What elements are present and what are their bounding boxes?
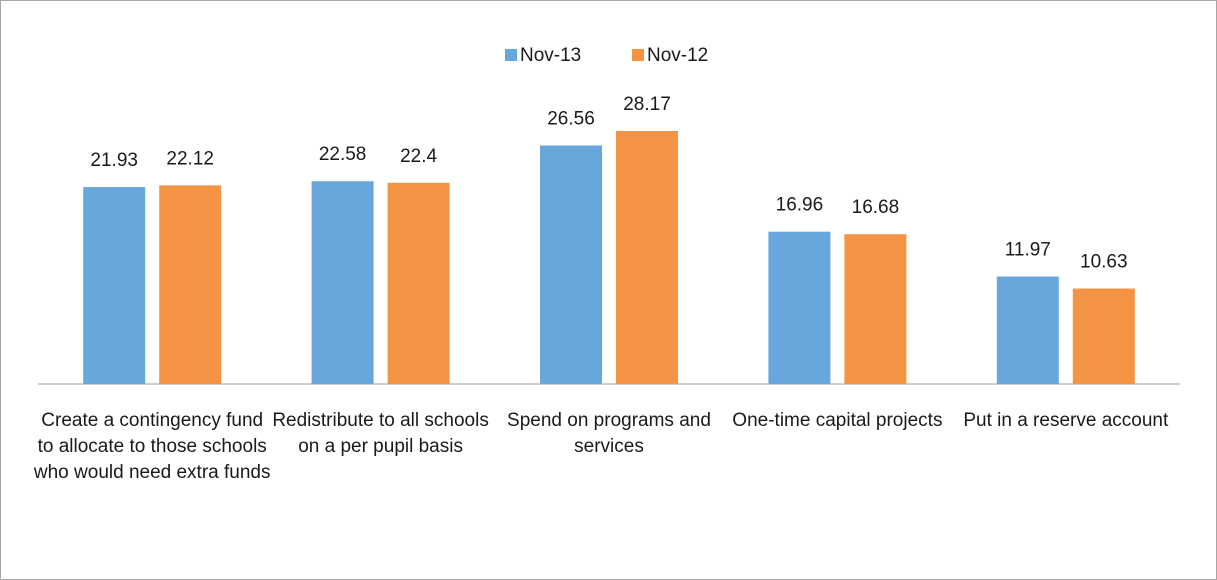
bar: [616, 131, 678, 384]
value-label: 22.4: [400, 146, 437, 167]
value-label: 10.63: [1080, 252, 1128, 273]
bar: [844, 234, 907, 384]
bar: [1072, 288, 1135, 384]
value-label: 22.12: [166, 148, 214, 169]
x-tick-label: Put in a reserve account: [963, 410, 1169, 431]
bar: [159, 185, 222, 384]
value-label: 22.58: [319, 144, 367, 165]
x-tick-label: Create a contingency fund to allocate to…: [33, 410, 271, 483]
legend-swatch: [505, 49, 517, 61]
value-label: 21.93: [90, 150, 138, 171]
value-label: 16.68: [852, 197, 900, 218]
bar: [768, 231, 831, 384]
value-label: 28.17: [623, 94, 671, 115]
bar: [311, 181, 374, 384]
x-tick-label: Spend on programs and services: [507, 410, 711, 457]
value-label: 11.97: [1005, 240, 1051, 261]
legend-label: Nov-13: [520, 45, 581, 66]
bar: [83, 187, 146, 384]
legend-swatch: [632, 49, 644, 61]
value-label: 16.96: [776, 195, 824, 216]
bar: [996, 276, 1059, 384]
x-tick-label: Redistribute to all schools on a per pup…: [272, 410, 489, 457]
bar: [540, 145, 602, 384]
value-label: 26.56: [547, 109, 595, 130]
legend-label: Nov-12: [647, 45, 708, 66]
x-tick-label: One-time capital projects: [732, 410, 943, 431]
bar: [387, 182, 450, 384]
